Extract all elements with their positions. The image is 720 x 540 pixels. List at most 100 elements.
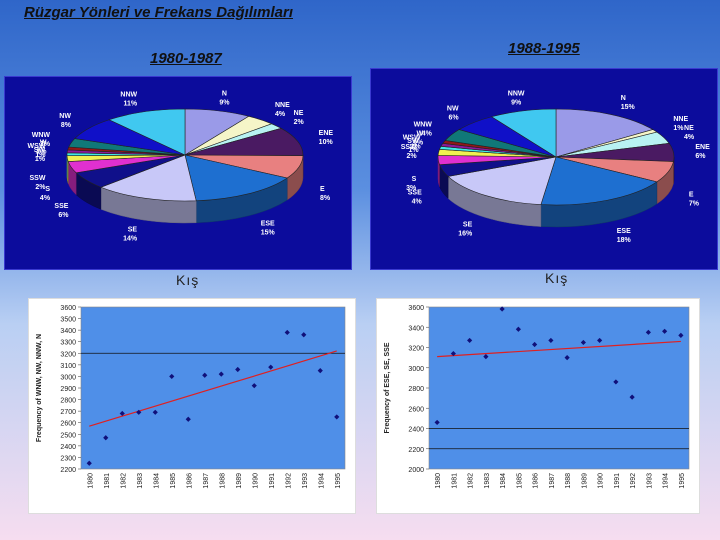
pie-percent-sw: 1% — [408, 147, 419, 154]
pie-percent-e: 7% — [689, 201, 700, 208]
pie-label-w: W — [40, 139, 47, 146]
y-tick-label: 2800 — [60, 398, 76, 405]
x-tick-label: 1983 — [484, 473, 491, 489]
y-tick-label: 3200 — [60, 351, 76, 358]
pie-chart-1980-1987: N 9% NNE 4% NE 2% ENE 10% E 8% ESE 15% SE 14% SSE 6% S 4%… — [4, 76, 352, 270]
data-point — [334, 414, 340, 420]
pie-label-sse: SSE — [54, 203, 68, 210]
data-point — [483, 354, 489, 360]
pie-chart-1988-1995: N 15% NNE 1% NE 4% ENE 6% E 7% ESE 18% SE 16% SSE 4% S 3%… — [370, 68, 718, 270]
pie-label-wsw: WSW — [28, 143, 46, 150]
pie-percent-se: 16% — [458, 231, 473, 238]
pie-percent-se: 14% — [123, 235, 138, 242]
y-tick-label: 3400 — [408, 325, 424, 332]
y-tick-label: 2000 — [408, 467, 424, 474]
pie-percent-s: 3% — [406, 185, 417, 192]
data-point — [613, 379, 619, 385]
y-tick-label: 3400 — [60, 328, 76, 335]
x-tick-label: 1989 — [236, 473, 243, 489]
data-point — [467, 337, 473, 344]
x-tick-label: 1987 — [549, 473, 556, 489]
pie-label-nne: NNE — [673, 116, 688, 123]
scatter-chart-north-winds: 2200 2300 2400 2500 2600 2700 2800 2900 3000 3100… — [28, 298, 356, 514]
x-tick-label: 1988 — [565, 473, 572, 489]
data-point — [564, 355, 570, 361]
pie-label-se: SE — [463, 222, 473, 229]
x-tick-label: 1989 — [581, 473, 588, 489]
data-point — [119, 410, 125, 417]
data-point — [629, 394, 635, 400]
y-tick-label: 3500 — [60, 317, 76, 324]
pie-label-ene: ENE — [319, 130, 334, 137]
y-tick-label: 2300 — [60, 455, 76, 462]
x-tick-label: 1995 — [335, 473, 342, 489]
pie-percent-n: 9% — [219, 99, 230, 106]
trend-line — [437, 340, 681, 358]
x-tick-label: 1992 — [285, 473, 292, 489]
x-tick-label: 1985 — [516, 473, 523, 489]
x-tick-label: 1993 — [302, 473, 309, 489]
pie-percent-ese: 15% — [261, 229, 276, 236]
pie-label-nw: NW — [59, 113, 71, 120]
trend-line — [89, 350, 337, 427]
y-tick-label: 3300 — [60, 340, 76, 347]
y-tick-label: 2600 — [60, 421, 76, 428]
pie-percent-ssw: 2% — [407, 153, 418, 160]
pie-label-wnw: WNW — [32, 132, 51, 139]
y-tick-label: 3100 — [60, 363, 76, 370]
pie-percent-nne: 1% — [673, 125, 684, 132]
x-tick-label: 1988 — [219, 473, 226, 489]
y-tick-label: 2200 — [60, 467, 76, 474]
pie-label-e: E — [689, 192, 694, 199]
pie-slice-se — [447, 156, 557, 205]
y-tick-label: 2400 — [60, 444, 76, 451]
y-tick-label: 2700 — [60, 409, 76, 416]
scatter-chart-south-east-winds: 2000 2200 2400 2600 2800 3000 3200 3400 3600 1980… — [376, 298, 700, 514]
y-tick-label: 3200 — [408, 346, 424, 353]
pie-label-wsw: WSW — [403, 134, 421, 141]
pie-slice-n — [555, 108, 654, 158]
data-point — [301, 332, 307, 338]
pie-label-wnw: WNW — [414, 121, 433, 128]
scatter-svg-left: 2200 2300 2400 2500 2600 2700 2800 2900 3000 3100… — [36, 305, 346, 489]
data-point — [235, 366, 241, 373]
data-point — [645, 329, 651, 335]
x-tick-label: 1992 — [630, 473, 637, 489]
scatter-svg-right: 2000 2200 2400 2600 2800 3000 3200 3400 3600 1980… — [384, 305, 690, 489]
pie-label-nw: NW — [447, 105, 459, 112]
x-tick-label: 1990 — [252, 473, 259, 489]
pie-label-se: SE — [128, 226, 138, 233]
data-point — [202, 372, 208, 378]
x-tick-label: 1986 — [533, 473, 540, 489]
data-point — [580, 339, 586, 346]
data-point — [268, 364, 274, 370]
pie-label-ne: NE — [294, 110, 304, 117]
pie-sides — [437, 156, 675, 228]
season-label-right: Kış — [545, 270, 569, 286]
pie-label-ene: ENE — [695, 144, 710, 151]
data-point — [103, 435, 109, 441]
x-tick-label: 1982 — [468, 473, 475, 489]
pie-percent-ne: 2% — [294, 119, 305, 126]
pie-slice-ese — [184, 154, 288, 202]
x-tick-label: 1990 — [598, 473, 605, 489]
pie-percent-wnw: 3% — [40, 141, 51, 148]
x-tick-label: 1995 — [679, 473, 686, 489]
pie-percent-sse: 6% — [58, 212, 69, 219]
pie-percent-ne: 4% — [684, 134, 695, 141]
y-tick-label: 2500 — [60, 432, 76, 439]
pie-label-n: N — [222, 90, 227, 97]
pie-slice-se — [100, 154, 197, 202]
pie-percent-nw: 8% — [61, 122, 72, 129]
pie-label-ese: ESE — [617, 228, 631, 235]
pie-percent-wnw: 4% — [422, 130, 433, 137]
data-point — [434, 419, 440, 426]
pie-percent-sse: 4% — [412, 199, 423, 206]
x-tick-label: 1991 — [269, 473, 276, 489]
y-tick-label: 2400 — [408, 427, 424, 434]
x-tick-label: 1981 — [451, 473, 458, 489]
season-label-left: Kış — [176, 272, 200, 288]
data-point — [284, 329, 290, 336]
pie-label-s: S — [45, 186, 50, 193]
period-label-left: 1980-1987 — [150, 50, 222, 67]
